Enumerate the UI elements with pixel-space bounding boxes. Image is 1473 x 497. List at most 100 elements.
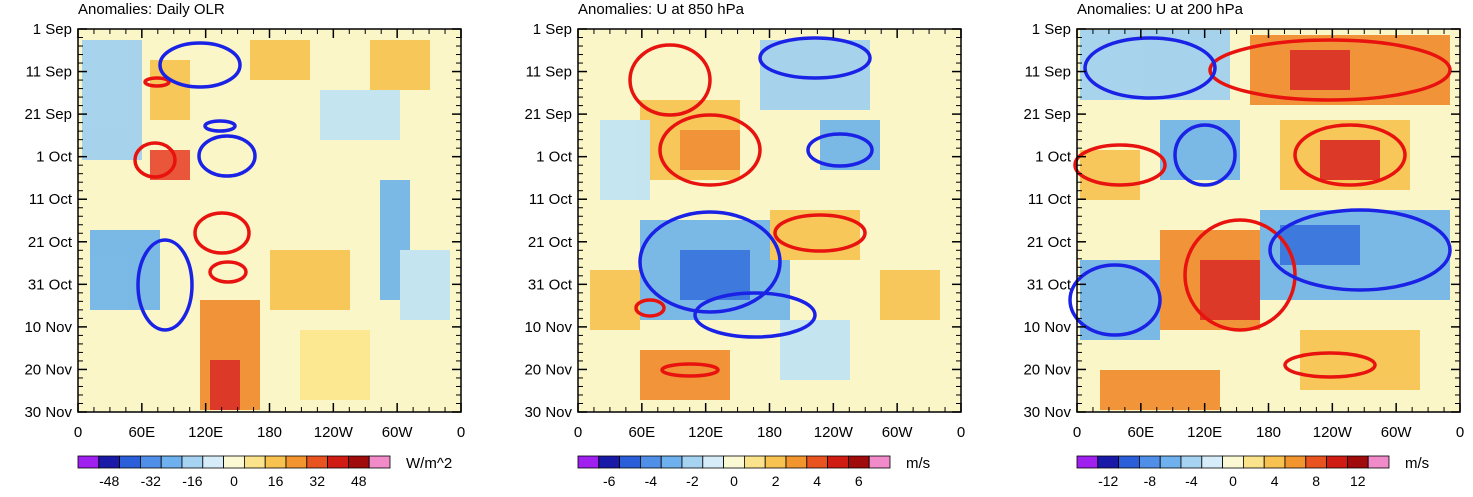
olr-blob (82, 40, 142, 160)
colorbar-swatch (1222, 455, 1244, 469)
y-tick-label: 1 Oct (1035, 149, 1072, 166)
colorbar-swatch (848, 455, 870, 469)
y-tick-label: 11 Oct (529, 191, 573, 208)
colorbar-swatch (1076, 455, 1099, 469)
u200-blob (1300, 330, 1420, 390)
panel-olr: Anomalies: Daily OLR (24, 1, 465, 489)
panel-u200-contours (1068, 36, 1452, 379)
x-tick-label: 0 (1073, 424, 1081, 441)
panel-olr-axes: 1 Sep 11 Sep 21 Sep 1 Oct 11 Oct 21 Oct 31 Oct… (24, 21, 465, 441)
u200-blob (1080, 150, 1140, 200)
u850-negative-contour (693, 291, 817, 339)
y-tick-label: 10 Nov (24, 319, 72, 336)
colorbar-units: m/s (906, 455, 930, 472)
x-tick-label: 180 (757, 424, 782, 441)
u850-blob (680, 250, 750, 300)
x-tick-label: 60E (628, 424, 655, 441)
y-tick-label: 20 Nov (24, 361, 72, 378)
u200-blob (1080, 260, 1160, 340)
panel-u850-colorbar: -6 -4 -2 0 2 4 6 m/s (577, 455, 930, 489)
y-tick-label: 21 Oct (1027, 234, 1072, 251)
panel-olr-colorbar: -48 -32 -16 0 16 32 48 W/m^2 (77, 455, 452, 489)
panel-olr-title: Anomalies: Daily OLR (78, 1, 225, 18)
colorbar-swatch (1159, 455, 1182, 469)
colorbar-swatch (1326, 455, 1348, 469)
u200-negative-contour (1083, 36, 1217, 100)
colorbar-label: 0 (1229, 473, 1237, 489)
y-tick-label: 10 Nov (1023, 319, 1071, 336)
colorbar-label: -4 (1185, 473, 1198, 489)
colorbar-label: -2 (686, 473, 699, 489)
colorbar-swatch (827, 455, 849, 469)
colorbar-label: -8 (1144, 473, 1157, 489)
olr-positive-contour (193, 211, 251, 255)
colorbar-swatch (1243, 455, 1265, 469)
y-tick-label: 1 Oct (536, 149, 573, 166)
y-tick-label: 20 Nov (1023, 361, 1071, 378)
y-tick-label: 21 Sep (524, 106, 572, 123)
colorbar-swatch (806, 455, 828, 469)
u850-positive-contour (634, 298, 666, 318)
u200-blob (1200, 260, 1260, 320)
olr-negative-contour (197, 134, 257, 178)
u850-blob (680, 130, 740, 170)
y-tick-label: 31 Oct (28, 276, 73, 293)
colorbar-swatch (681, 455, 704, 469)
colorbar-swatch (264, 455, 287, 469)
panel-olr-field (82, 40, 450, 410)
x-tick-label: 120E (688, 424, 723, 441)
x-tick-label: 180 (1256, 424, 1281, 441)
u200-positive-contour (1073, 143, 1167, 187)
colorbar-units: W/m^2 (406, 455, 452, 472)
panel-u850-contours (628, 36, 874, 378)
u200-blob (1290, 50, 1350, 90)
u200-negative-contour (1268, 208, 1452, 292)
u850-positive-contour (658, 113, 762, 187)
colorbar-label: -12 (1098, 473, 1118, 489)
colorbar-swatch (1284, 455, 1307, 469)
colorbar-swatch (598, 455, 620, 469)
colorbar-label: -4 (645, 473, 658, 489)
colorbar-units: m/s (1405, 455, 1429, 472)
y-tick-label: 11 Oct (29, 191, 73, 208)
colorbar-swatch (640, 455, 662, 469)
u850-negative-contour (758, 36, 872, 80)
x-tick-label: 120W (1313, 424, 1353, 441)
colorbar-swatch (744, 455, 766, 469)
panel-u200: Anomalies: U at 200 hPa (1023, 1, 1464, 489)
x-tick-label: 60E (1127, 424, 1154, 441)
u850-negative-contour (638, 210, 782, 314)
colorbar-swatch (1139, 455, 1161, 469)
u200-negative-contour (1068, 263, 1162, 337)
colorbar-label: 8 (1312, 473, 1320, 489)
colorbar-swatch (243, 455, 266, 469)
olr-negative-contour (158, 41, 242, 89)
olr-blob (150, 60, 190, 120)
y-tick-label: 21 Sep (1023, 106, 1071, 123)
y-tick-label: 21 Oct (28, 234, 73, 251)
colorbar-swatch (619, 455, 641, 469)
colorbar-swatch (347, 455, 370, 469)
colorbar-swatch (868, 455, 891, 469)
colorbar-swatch (764, 455, 787, 469)
colorbar-swatch (660, 455, 683, 469)
olr-blob (400, 250, 450, 320)
u200-positive-contour (1208, 38, 1452, 102)
colorbar-swatch (1367, 455, 1390, 469)
u200-negative-contour (1173, 123, 1237, 187)
colorbar-label: 0 (730, 473, 738, 489)
y-tick-label: 20 Nov (524, 361, 572, 378)
olr-blob (150, 150, 190, 180)
x-tick-label: 180 (257, 424, 282, 441)
panel-u850-axes: 1 Sep 11 Sep 21 Sep 1 Oct 11 Oct 21 Oct 31 Oct… (524, 21, 965, 441)
u200-positive-contour (1283, 351, 1377, 379)
x-tick-label: 60W (382, 424, 414, 441)
colorbar-label: 0 (230, 473, 238, 489)
u850-blob (880, 270, 940, 320)
olr-negative-contour (203, 119, 237, 133)
x-tick-label: 0 (1456, 424, 1464, 441)
olr-blob (210, 360, 240, 410)
colorbar-label: -48 (99, 473, 119, 489)
u850-blob (760, 40, 870, 110)
colorbar-swatch (723, 455, 745, 469)
